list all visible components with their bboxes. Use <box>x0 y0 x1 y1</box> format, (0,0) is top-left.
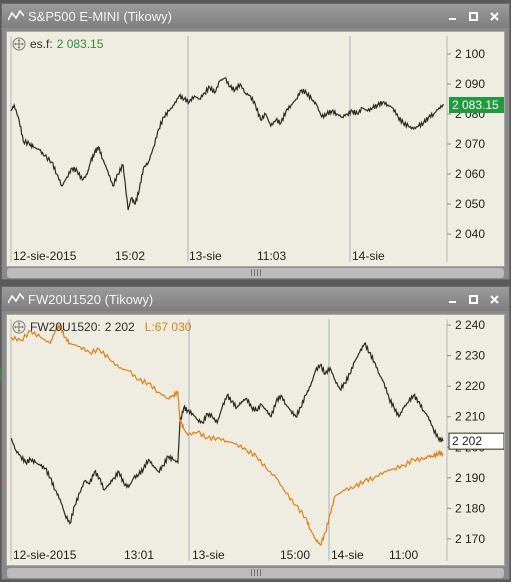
maximize-button[interactable] <box>464 291 482 307</box>
minimize-button[interactable] <box>443 8 461 24</box>
x-tick-label: 13-sie <box>189 249 222 263</box>
y-tick-label: 2 040 <box>455 227 485 241</box>
y-tick-label: 2 230 <box>455 349 485 363</box>
y-tick-label: 2 240 <box>455 318 485 332</box>
chart-panel[interactable]: FW20U1520: 2 202 L:67 030 2 170 2 180 2 19… <box>6 314 505 566</box>
last-price-badge-text: 2 202 <box>452 434 482 448</box>
y-tick-label: 2 070 <box>455 137 485 151</box>
minimize-icon <box>448 300 456 303</box>
window-title: S&P500 E-MINI (Tikowy) <box>28 8 172 24</box>
horizontal-scrollbar[interactable] <box>6 267 505 279</box>
minimize-icon <box>448 17 456 20</box>
legend-symbol: FW20U1520: <box>30 320 101 334</box>
legend-value: 2 202 <box>104 320 135 334</box>
chart-window-sp500: S&P500 E-MINI (Tikowy) es.f: 2 083.15 2 … <box>1 3 510 280</box>
last-price-badge: 2 083.15 <box>449 97 504 113</box>
scrollbar-grip-icon[interactable] <box>250 569 261 576</box>
chart-legend: FW20U1520: 2 202 L:67 030 <box>12 320 191 334</box>
close-button[interactable] <box>485 291 503 307</box>
minimize-button[interactable] <box>443 291 461 307</box>
y-tick-label: 2 060 <box>455 167 485 181</box>
y-tick-label: 2 220 <box>455 379 485 393</box>
move-icon[interactable] <box>12 37 26 51</box>
close-button[interactable] <box>485 8 503 24</box>
horizontal-scrollbar[interactable] <box>6 567 505 579</box>
x-tick-label: 12-sie-2015 <box>13 249 77 263</box>
x-tick-label: 13:01 <box>124 548 154 562</box>
y-tick-label: 2 170 <box>455 532 485 546</box>
x-tick-label: 14-sie <box>352 249 385 263</box>
last-price-badge-text: 2 083.15 <box>452 98 499 112</box>
window-title: FW20U1520 (Tikowy) <box>28 291 154 307</box>
maximize-icon <box>468 11 478 21</box>
maximize-icon <box>468 294 478 304</box>
window-titlebar[interactable]: FW20U1520 (Tikowy) <box>2 287 509 311</box>
close-icon <box>489 11 499 21</box>
y-tick-label: 2 090 <box>455 77 485 91</box>
series-line-es.f <box>10 77 444 211</box>
last-price-badge: 2 202 <box>448 432 504 450</box>
x-tick-label: 14-sie <box>331 548 364 562</box>
last-price-badge-bg <box>448 432 504 450</box>
y-tick-label: 2 190 <box>455 471 485 485</box>
last-price-badge-bg <box>449 97 504 113</box>
legend-value: 2 083.15 <box>56 37 104 51</box>
legend-secondary: L:67 030 <box>144 320 192 334</box>
maximize-button[interactable] <box>464 8 482 24</box>
legend-symbol: es.f: <box>30 37 53 51</box>
window-titlebar[interactable]: S&P500 E-MINI (Tikowy) <box>2 4 509 28</box>
close-icon <box>489 294 499 304</box>
chart-window-fw20: FW20U1520 (Tikowy) FW20U1520: 2 202 L:67… <box>1 286 510 580</box>
move-icon[interactable] <box>12 320 26 334</box>
y-tick-label: 2 210 <box>455 410 485 424</box>
series-line-L <box>10 323 444 546</box>
y-tick-label: 2 050 <box>455 197 485 211</box>
y-tick-label: 2 180 <box>455 501 485 515</box>
x-tick-label: 11:03 <box>257 249 286 263</box>
chart-icon <box>8 293 24 304</box>
x-tick-label: 11:00 <box>389 548 418 562</box>
chart-panel[interactable]: es.f: 2 083.15 2 040 2 050 2 060 2 070 2 080… <box>6 31 505 267</box>
x-tick-label: 12-sie-2015 <box>13 548 77 562</box>
x-tick-label: 15:00 <box>280 548 310 562</box>
x-tick-label: 15:02 <box>115 249 145 263</box>
series-line-FW20U1520 <box>10 342 444 525</box>
chart-legend: es.f: 2 083.15 <box>12 37 103 51</box>
x-tick-label: 13-sie <box>192 548 225 562</box>
scrollbar-grip-icon[interactable] <box>250 269 261 276</box>
y-tick-label: 2 100 <box>455 47 485 61</box>
chart-icon <box>8 10 24 21</box>
